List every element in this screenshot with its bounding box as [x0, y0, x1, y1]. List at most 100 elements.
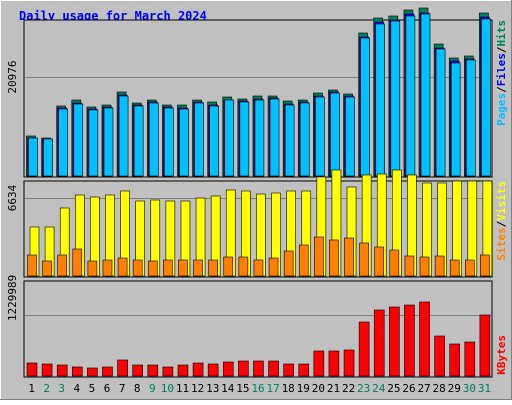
day-label: 4: [74, 382, 81, 395]
day-label: 5: [89, 382, 96, 395]
bar-marks: [26, 7, 493, 377]
sites-bar: [42, 260, 52, 277]
day-label: 3: [58, 382, 65, 395]
sites-bar: [178, 259, 188, 277]
pages-bar: [481, 18, 491, 177]
kbytes-bar: [177, 364, 189, 377]
day-label: 13: [206, 382, 219, 395]
day-label: 30: [463, 382, 476, 395]
kbytes-bar: [87, 367, 98, 377]
day-label: 10: [161, 382, 174, 395]
pages-bar: [345, 96, 355, 177]
pages-bar: [420, 13, 431, 177]
visits-label: Visits: [495, 181, 508, 221]
pages-bar: [435, 48, 446, 177]
pages-bar: [450, 62, 461, 177]
sites-bar: [57, 254, 67, 277]
pages-bar: [254, 99, 265, 177]
pages-bar: [73, 103, 84, 177]
day-label: 25: [387, 382, 400, 395]
x-axis-day-labels: 1 2 3 4 5 6 7 8 9 10 11 12 13 14 15 16 17 18 19 20 21 22 23 24 2…: [28, 382, 491, 395]
sites-bar: [465, 259, 475, 277]
day-label: 24: [372, 382, 386, 395]
day-label: 21: [327, 382, 340, 395]
pages-bar: [209, 105, 219, 177]
sites-bar: [27, 254, 37, 277]
day-label: 9: [149, 382, 156, 395]
pages-bar: [88, 109, 99, 177]
pages-bar: [28, 137, 38, 177]
kbytes-bar: [117, 359, 128, 377]
day-label: 11: [176, 382, 189, 395]
pages-bar: [390, 20, 401, 177]
day-label: 2: [43, 382, 50, 395]
kbytes-bar: [389, 306, 400, 377]
kbytes-bar: [71, 366, 83, 377]
sites-bar: [389, 249, 400, 277]
day-label: 20: [312, 382, 325, 395]
kbytes-bar: [26, 362, 38, 377]
pages-bar: [330, 92, 340, 177]
day-label: 29: [448, 382, 461, 395]
kbytes-bar: [298, 363, 310, 377]
kbytes-bar: [41, 363, 53, 377]
kbytes-bar: [162, 366, 174, 377]
pages-bar: [194, 102, 204, 177]
pages-bar: [164, 107, 174, 177]
sites-bar: [253, 259, 264, 277]
kbytes-axis-label: KBytes: [495, 335, 508, 375]
sites-bar: [238, 256, 249, 277]
sites-bar: [359, 242, 369, 277]
kbytes-bar: [373, 309, 385, 377]
kbytes-bar: [253, 360, 264, 377]
pages-bar: [103, 107, 114, 177]
sites-bar: [223, 256, 234, 277]
pages-bar: [466, 59, 476, 177]
day-label: 15: [236, 382, 249, 395]
sites-label: Sites: [495, 227, 508, 260]
pages-bar: [118, 95, 129, 177]
day-label: 31: [478, 382, 491, 395]
kbytes-bar: [222, 361, 234, 377]
day-label: 17: [266, 382, 279, 395]
day-label: 8: [134, 382, 141, 395]
sites-bar: [419, 256, 430, 277]
sites-bar: [147, 260, 158, 277]
sites-bar: [268, 257, 279, 277]
pages-bar: [360, 37, 370, 177]
pages-bar: [148, 102, 159, 177]
kbytes-bar: [449, 343, 461, 377]
pages-bar: [239, 101, 250, 177]
kbytes-bar: [328, 350, 340, 377]
pages-bar: [43, 138, 53, 177]
pages-bar: [299, 102, 310, 177]
kbytes-label: KBytes: [495, 335, 508, 375]
kbytes-bar: [479, 314, 491, 377]
sites-bar: [344, 237, 354, 277]
pages-bar: [284, 104, 295, 177]
day-label: 18: [282, 382, 295, 395]
kbytes-bar: [313, 350, 325, 377]
kbytes-bar: [434, 335, 445, 377]
day-label: 23: [357, 382, 370, 395]
sites-visits-separator: /: [495, 220, 508, 227]
kbytes-bar: [102, 366, 113, 377]
pages-bar: [179, 108, 189, 177]
visits-axis-label: Sites/Visits: [495, 181, 508, 261]
kbytes-panel-ytick: 1229989: [6, 275, 19, 321]
sites-bar: [117, 257, 128, 277]
sites-bar: [72, 248, 83, 277]
day-label: 14: [221, 382, 235, 395]
sites-bar: [329, 239, 339, 277]
sites-bar: [404, 255, 415, 277]
kbytes-bar: [192, 362, 204, 377]
pages-files-separator: /: [495, 86, 508, 93]
kbytes-bar: [404, 304, 415, 377]
day-label: 7: [119, 382, 126, 395]
pages-bar: [224, 99, 235, 177]
day-label: 1: [28, 382, 35, 395]
kbytes-bar: [343, 349, 355, 377]
day-label: 27: [417, 382, 430, 395]
